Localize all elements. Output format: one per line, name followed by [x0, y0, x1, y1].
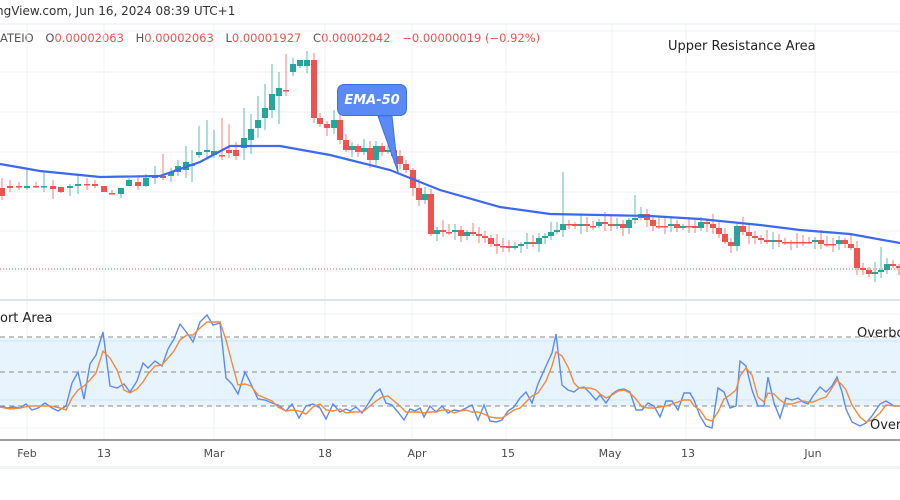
- open-value: 0.00002063: [54, 31, 124, 45]
- ema-50-callout: EMA-50: [337, 84, 407, 116]
- time-label: 18: [318, 447, 332, 460]
- close-value: 0.00002042: [321, 31, 391, 45]
- candlesticks: [0, 51, 900, 282]
- oversold-label: Overs: [870, 418, 900, 433]
- time-axis[interactable]: [0, 439, 900, 468]
- time-label: Mar: [203, 447, 225, 460]
- callout-pointer: [377, 115, 399, 173]
- symbol-name: ATEIO: [0, 31, 34, 45]
- time-label: 13: [681, 447, 695, 460]
- high-value: 0.00002063: [144, 31, 214, 45]
- time-label: May: [598, 447, 622, 460]
- low-value: 0.00001927: [231, 31, 302, 45]
- stoch-rsi-d-line: [0, 321, 900, 423]
- time-label: Jun: [804, 447, 822, 460]
- stoch-rsi-k-line: [0, 313, 900, 429]
- time-label: Feb: [17, 447, 37, 460]
- lower-support-label: ort Area: [0, 311, 53, 326]
- axis-bottom-strip: [0, 466, 900, 469]
- upper-resistance-label: Upper Resistance Area: [668, 39, 816, 54]
- time-label: 13: [97, 447, 111, 460]
- overbought-label: Overbo: [857, 326, 900, 341]
- chart-watermark: ngView.com, Jun 16, 2024 08:39 UTC+1: [0, 4, 236, 18]
- price-chart[interactable]: [0, 0, 900, 440]
- time-label: Apr: [407, 447, 427, 460]
- time-label: 15: [501, 447, 515, 460]
- ema-50-line[interactable]: [0, 144, 900, 245]
